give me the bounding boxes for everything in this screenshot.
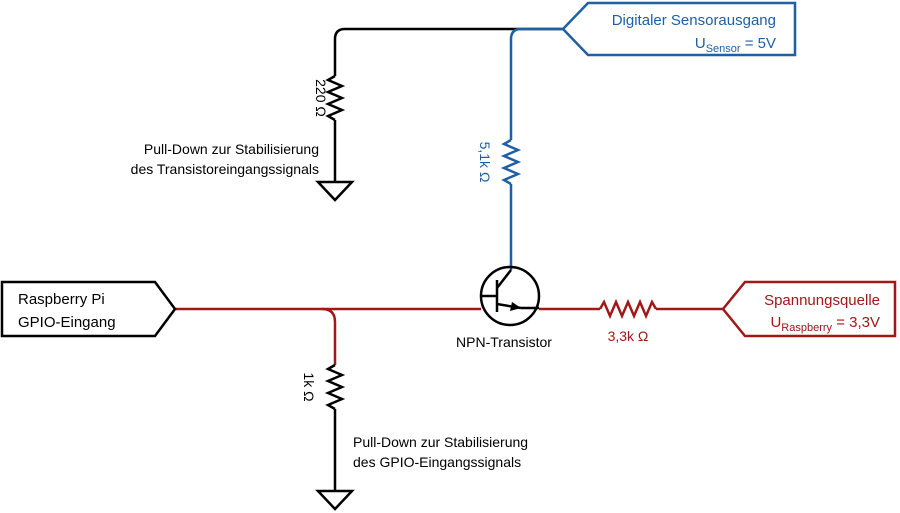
sensor-branch	[500, 27, 563, 270]
ground-symbol-top	[315, 180, 355, 202]
ground-symbol-bottom	[315, 489, 355, 511]
sensor-title: Digitaler Sensorausgang	[612, 12, 776, 29]
pulldown-gpio-branch	[315, 363, 355, 511]
resistor-220	[324, 74, 346, 122]
resistor-1k	[324, 363, 346, 411]
resistor-3k3-label: 3,3k Ω	[608, 328, 649, 344]
sensor-connector	[561, 1, 797, 57]
supply-title: Spannungsquelle	[764, 292, 880, 309]
transistor-label: NPN-Transistor	[456, 334, 552, 350]
pulldown-gpio-line1: Pull-Down zur Stabilisierung	[353, 434, 528, 450]
resistor-1k-label: 1k Ω	[301, 372, 317, 401]
resistor-5k1-label: 5,1k Ω	[477, 142, 493, 183]
sensor-voltage-symbol: U	[695, 35, 706, 52]
transistor-emitter-arrow	[510, 302, 521, 311]
pulldown-transistor-branch	[315, 27, 563, 202]
gpio-connector	[0, 280, 177, 338]
resistor-5k1	[500, 138, 522, 186]
sensor-voltage: USensor = 5V	[695, 35, 776, 55]
resistor-220-label: 220 Ω	[313, 79, 329, 117]
gpio-line2: GPIO-Eingang	[18, 314, 116, 331]
pulldown-transistor-line2: des Transistoreingangssignals	[131, 161, 319, 177]
sensor-voltage-value: = 5V	[741, 35, 776, 52]
pulldown-gpio-line2: des GPIO-Eingangssignals	[353, 454, 521, 470]
supply-voltage-value: = 3,3V	[832, 314, 880, 331]
wire-sensor	[509, 27, 563, 140]
pulldown-transistor-line1: Pull-Down zur Stabilisierung	[144, 141, 319, 157]
wire-top-black	[333, 27, 563, 76]
supply-voltage-symbol: U	[770, 314, 781, 331]
supply-connector	[721, 280, 897, 338]
supply-voltage-sub: Raspberry	[781, 322, 832, 334]
supply-voltage: URaspberry = 3,3V	[770, 314, 880, 334]
resistor-3k3	[598, 298, 658, 320]
sensor-voltage-sub: Sensor	[706, 43, 741, 55]
supply-branch	[175, 298, 723, 365]
gpio-line1: Raspberry Pi	[18, 291, 105, 308]
transistor-collector	[496, 269, 512, 289]
wire-gpio-to-1k	[321, 307, 337, 365]
npn-transistor	[479, 265, 541, 327]
